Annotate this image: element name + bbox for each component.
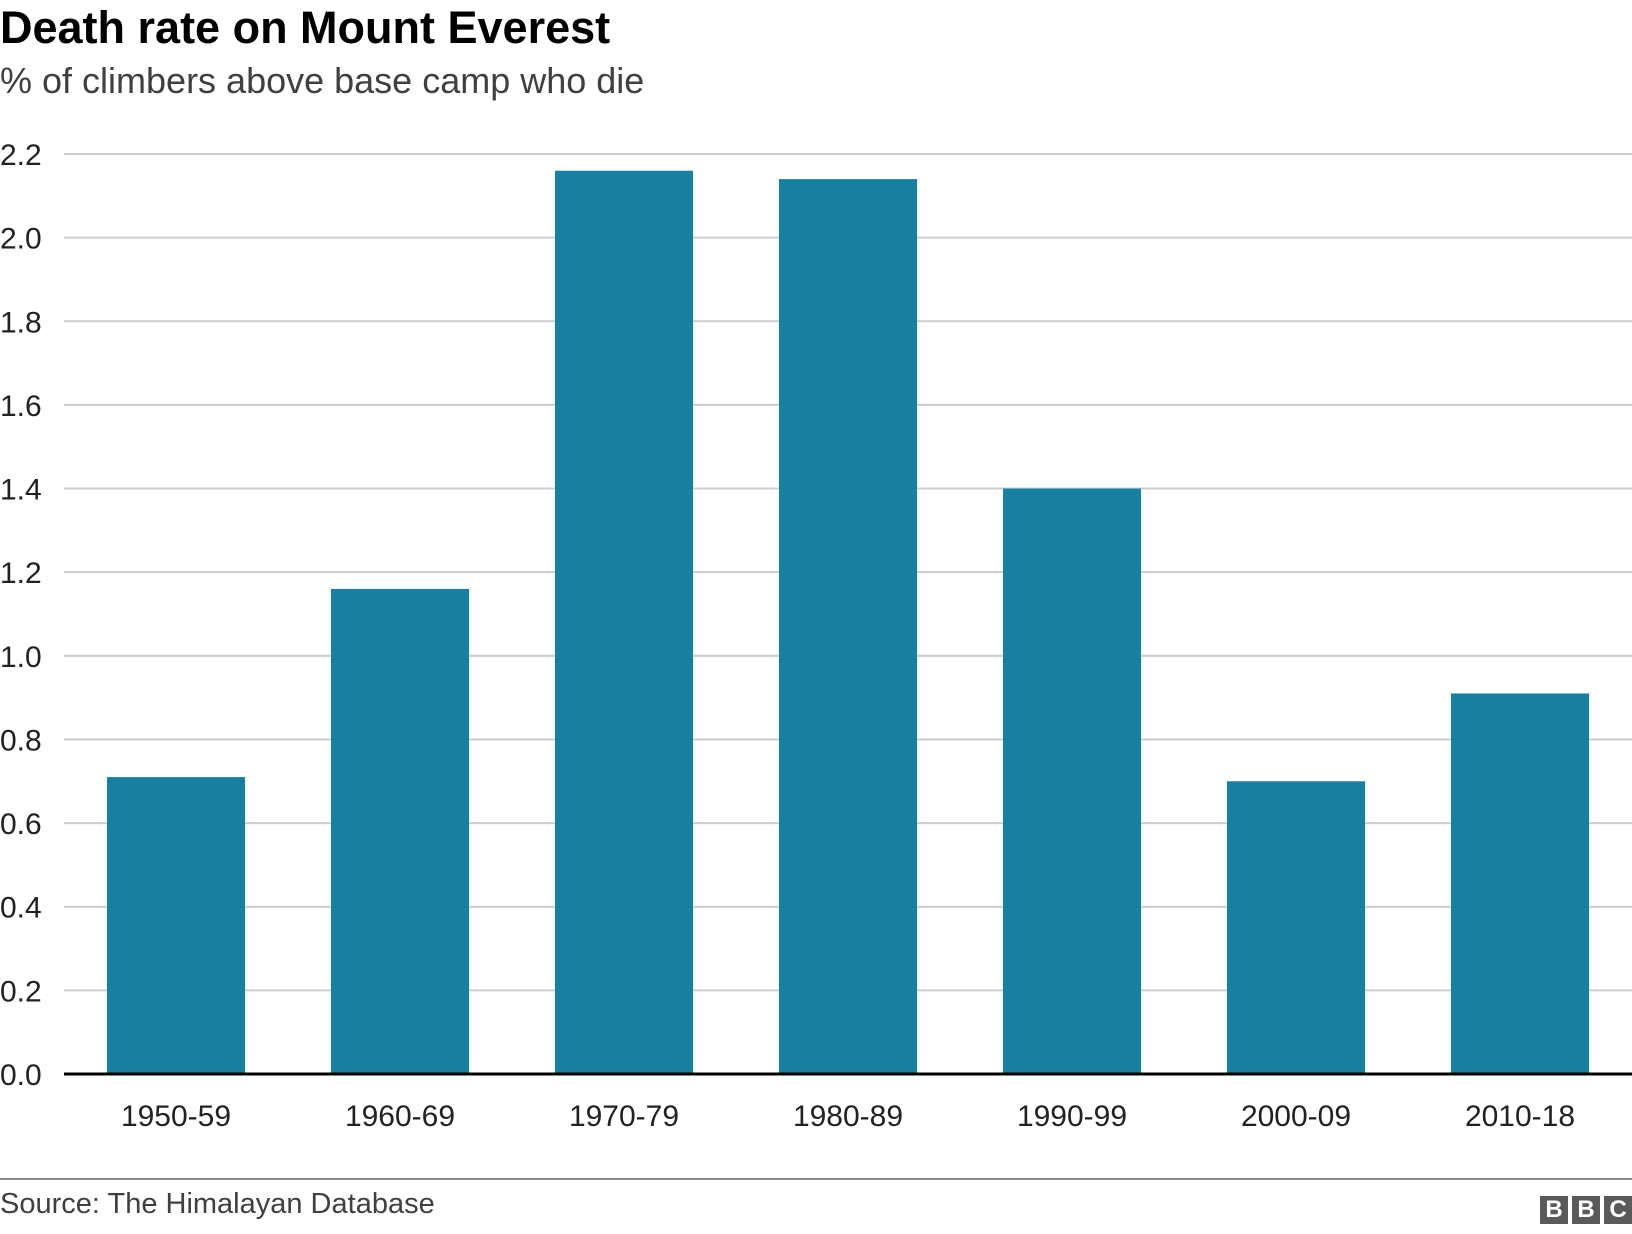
y-tick-label: 2.2 [0,139,42,172]
bar-1950-59 [107,777,245,1074]
bar-1970-79 [555,170,693,1074]
y-tick-label: 1.4 [0,474,42,507]
logo-letter: B [1540,1196,1568,1224]
x-tick-label: 1970-79 [569,1100,679,1133]
y-tick-label: 1.6 [0,390,42,423]
x-tick-label: 1950-59 [121,1100,231,1133]
source-note: Source: The Himalayan Database [0,1188,435,1220]
x-tick-label: 1980-89 [793,1100,903,1133]
y-tick-label: 0.2 [0,975,42,1008]
logo-letter: B [1572,1196,1600,1224]
y-axis-ticks: 0.0 0.2 0.4 0.6 0.8 1.0 1.2 1.4 1.6 1.8 2.0 2.2 [0,139,42,1092]
bar-1980-89 [779,179,917,1074]
bar-2010-18 [1451,693,1589,1074]
y-tick-label: 0.0 [0,1059,42,1092]
y-tick-label: 0.8 [0,724,42,757]
chart-title: Death rate on Mount Everest [0,2,611,53]
x-tick-label: 2010-18 [1465,1100,1575,1133]
bars [107,170,1589,1075]
y-tick-label: 0.6 [0,808,42,841]
y-tick-label: 2.0 [0,223,42,256]
y-tick-label: 1.2 [0,557,42,590]
bar-1990-99 [1003,488,1141,1075]
bar-chart: 0.0 0.2 0.4 0.6 0.8 1.0 1.2 1.4 1.6 1.8 2.0 2.2 195… [0,139,1632,1133]
y-tick-label: 1.0 [0,641,42,674]
chart-subtitle: % of climbers above base camp who die [0,60,645,101]
y-tick-label: 0.4 [0,892,42,925]
x-axis-ticks: 1950-59 1960-69 1970-79 1980-89 1990-99 2000-… [121,1100,1575,1133]
x-tick-label: 2000-09 [1241,1100,1351,1133]
x-tick-label: 1990-99 [1017,1100,1127,1133]
footer-divider [0,1178,1632,1180]
x-tick-label: 1960-69 [345,1100,455,1133]
bar-2000-09 [1227,781,1365,1074]
y-tick-label: 1.8 [0,306,42,339]
logo-letter: C [1604,1196,1632,1224]
bar-1960-69 [331,588,469,1074]
bbc-logo: B B C [1540,1196,1632,1224]
